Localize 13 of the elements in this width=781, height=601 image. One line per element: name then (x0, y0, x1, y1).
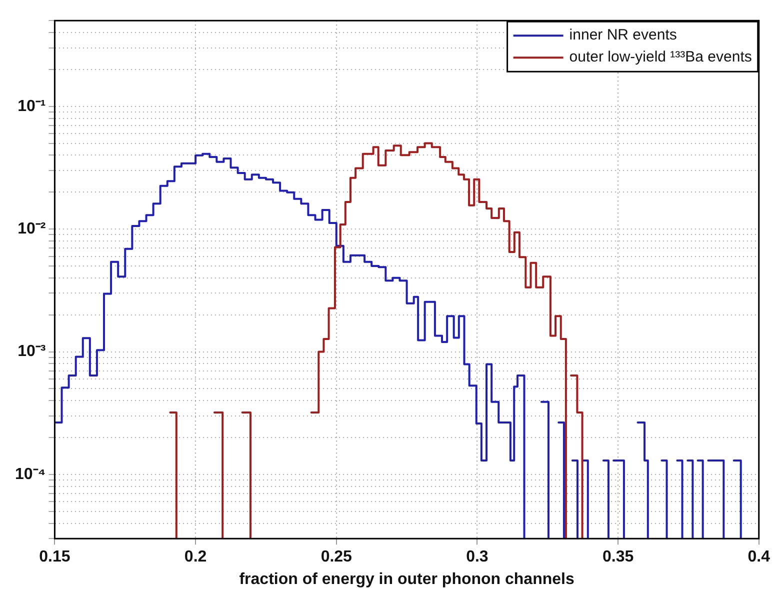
x-tick-label: 0.35 (602, 548, 634, 566)
y-tick-label: 10⁻³ (18, 343, 46, 360)
x-tick-label: 0.2 (184, 548, 207, 566)
x-tick-label: 0.15 (39, 548, 70, 566)
y-tick-label: 10⁻² (18, 220, 46, 238)
x-tick-label: 0.3 (466, 548, 488, 566)
y-tick-label: 10⁻⁴ (14, 466, 46, 483)
x-tick-label: 0.4 (748, 548, 770, 566)
x-tick-label: 0.25 (320, 548, 352, 566)
legend-label: inner NR events (569, 26, 677, 44)
x-axis-title: fraction of energy in outer phonon channels (239, 570, 574, 588)
y-tick-label: 10⁻¹ (18, 98, 46, 115)
legend-label: outer low-yield ¹³³Ba events (569, 48, 752, 66)
